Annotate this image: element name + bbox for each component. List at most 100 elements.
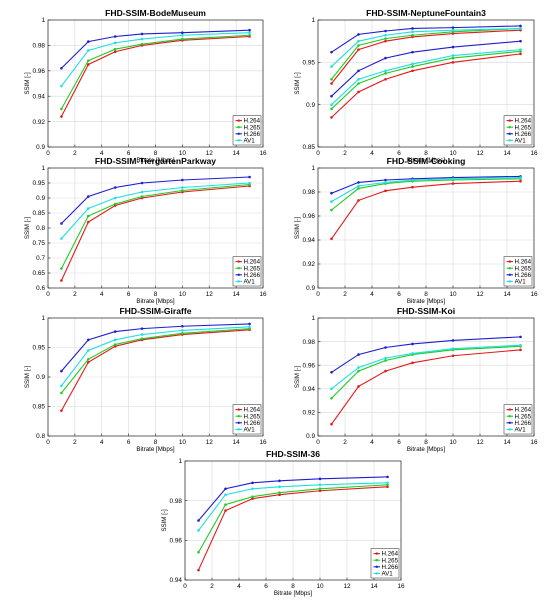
legend-label: H.264 [515, 407, 532, 414]
legend-label: AV1 [515, 427, 527, 434]
data-point [60, 107, 63, 111]
data-point [197, 550, 200, 554]
legend-marker [237, 139, 240, 142]
series-line [197, 486, 388, 571]
series-h266 [330, 335, 522, 374]
x-tick-label: 2 [343, 291, 347, 298]
chart-panel-6: 0 2 4 6 8 10 12 14 16 0.9 0.92 0.94 0.96 0.98 1 FHD-SSI… [294, 306, 538, 453]
legend-marker [237, 119, 240, 122]
y-tick-label: 0.6 [36, 285, 45, 292]
data-point [357, 77, 360, 81]
x-tick-label: 12 [206, 291, 214, 298]
legend-label: AV1 [382, 571, 394, 578]
legend-marker [237, 280, 240, 283]
data-point [248, 175, 251, 179]
data-point [60, 66, 63, 70]
y-tick-label: 0.98 [170, 498, 183, 505]
data-point [140, 32, 144, 36]
legend-label: H.265 [382, 557, 399, 564]
y-tick-label: 0.9 [36, 195, 45, 202]
x-tick-label: 12 [206, 439, 214, 446]
series-av1 [330, 48, 522, 106]
x-tick-label: 10 [179, 439, 187, 446]
data-point [113, 343, 117, 346]
y-tick-label: 0.9 [306, 102, 315, 109]
data-point [519, 27, 522, 30]
data-point [384, 77, 387, 81]
x-tick-label: 0 [183, 583, 187, 590]
data-point [384, 359, 387, 362]
x-tick-label: 12 [476, 150, 484, 157]
series-line [331, 29, 521, 84]
data-point [224, 509, 227, 512]
x-tick-label: 14 [233, 291, 241, 298]
x-tick-label: 4 [237, 583, 241, 590]
data-point [87, 220, 90, 224]
data-point [113, 35, 117, 38]
y-tick-label: 0.96 [303, 362, 316, 369]
series-line [331, 177, 521, 203]
x-tick-label: 14 [503, 439, 511, 446]
data-point [278, 485, 281, 489]
data-point [318, 487, 322, 491]
series-line [61, 326, 250, 387]
legend-marker [508, 428, 511, 431]
series-h266 [60, 175, 251, 225]
series-line [61, 328, 250, 394]
series-line [331, 25, 521, 53]
y-tick-label: 0.7 [36, 255, 45, 262]
chart-panel-5: 0 2 4 6 8 10 12 14 16 0.8 0.85 0.9 0.95 1 FHD-SSIM-Gir… [24, 306, 267, 453]
chart-title: FHD-SSIM-Koi [397, 306, 455, 316]
data-point [87, 338, 90, 342]
legend-marker [237, 421, 240, 424]
data-point [248, 33, 251, 37]
x-tick-label: 2 [343, 439, 347, 446]
series-h265 [197, 483, 389, 554]
data-point [330, 50, 333, 54]
data-point [357, 33, 360, 36]
series-h265 [60, 33, 251, 111]
data-point [181, 324, 184, 328]
y-tick-label: 1 [41, 315, 45, 322]
x-tick-label: 12 [476, 439, 484, 446]
data-point [384, 181, 387, 184]
data-point [113, 202, 117, 206]
y-tick-label: 0.92 [33, 119, 46, 126]
x-axis-label: Bitrate [Mbps] [407, 157, 445, 164]
data-point [181, 186, 184, 189]
legend-label: H.265 [244, 124, 261, 131]
series-line [331, 40, 521, 97]
data-point [87, 207, 90, 210]
data-point [384, 69, 387, 73]
series-av1 [197, 481, 389, 532]
series-h266 [330, 24, 522, 54]
data-point [60, 267, 63, 270]
legend-label: H.264 [515, 259, 532, 266]
legend-label: H.266 [515, 420, 532, 427]
series-line [198, 482, 388, 531]
x-tick-label: 2 [73, 291, 77, 298]
y-tick-label: 0.94 [303, 386, 316, 393]
y-tick-label: 0.98 [33, 43, 46, 50]
data-point [519, 39, 522, 43]
data-point [384, 39, 387, 43]
data-point [384, 33, 387, 37]
data-point [357, 90, 360, 94]
x-tick-label: 4 [370, 291, 374, 298]
data-point [451, 339, 455, 342]
data-point [197, 519, 200, 522]
series-line [331, 180, 521, 240]
data-point [330, 77, 333, 81]
data-point [386, 485, 389, 489]
x-tick-label: 14 [503, 291, 511, 298]
legend-marker [508, 119, 511, 122]
series-line [331, 27, 521, 80]
data-point [519, 52, 522, 56]
data-point [451, 54, 455, 57]
series-line [61, 323, 250, 372]
series-line [331, 344, 521, 390]
y-tick-label: 0.8 [36, 225, 45, 232]
